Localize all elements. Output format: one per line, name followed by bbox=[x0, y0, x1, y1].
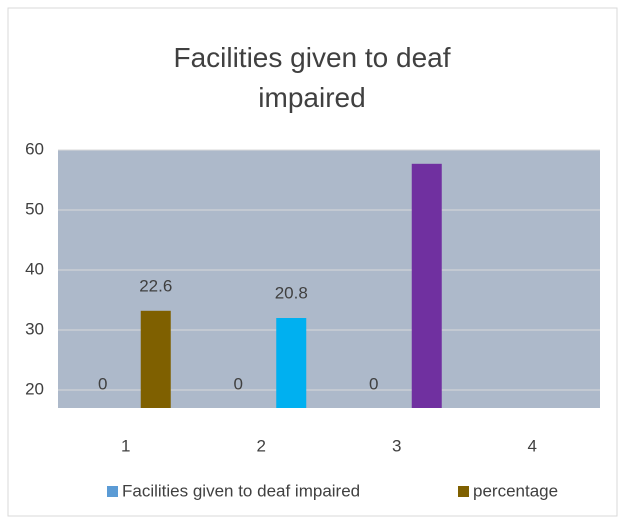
x-tick-label: 3 bbox=[392, 436, 401, 455]
bar bbox=[276, 318, 307, 408]
legend-swatch bbox=[107, 486, 118, 497]
y-tick-label: 30 bbox=[25, 319, 44, 338]
bar bbox=[411, 163, 442, 408]
y-tick-label: 60 bbox=[25, 139, 44, 158]
legend-label: Facilities given to deaf impaired bbox=[122, 481, 360, 500]
y-tick-label: 20 bbox=[25, 379, 44, 398]
bar bbox=[140, 310, 171, 408]
data-label: 0 bbox=[369, 374, 378, 393]
y-tick-label: 40 bbox=[25, 259, 44, 278]
data-label: 22.6 bbox=[139, 276, 172, 295]
y-tick-label: 50 bbox=[25, 199, 44, 218]
data-label: 0 bbox=[234, 374, 243, 393]
data-label: 0 bbox=[98, 374, 107, 393]
data-label: 20.8 bbox=[275, 283, 308, 302]
x-tick-label: 2 bbox=[257, 436, 266, 455]
legend-swatch bbox=[458, 486, 469, 497]
x-tick-label: 4 bbox=[528, 436, 537, 455]
x-tick-label: 1 bbox=[121, 436, 130, 455]
legend-label: percentage bbox=[473, 481, 558, 500]
chart-title: Facilities given to deaf impaired bbox=[173, 42, 451, 113]
